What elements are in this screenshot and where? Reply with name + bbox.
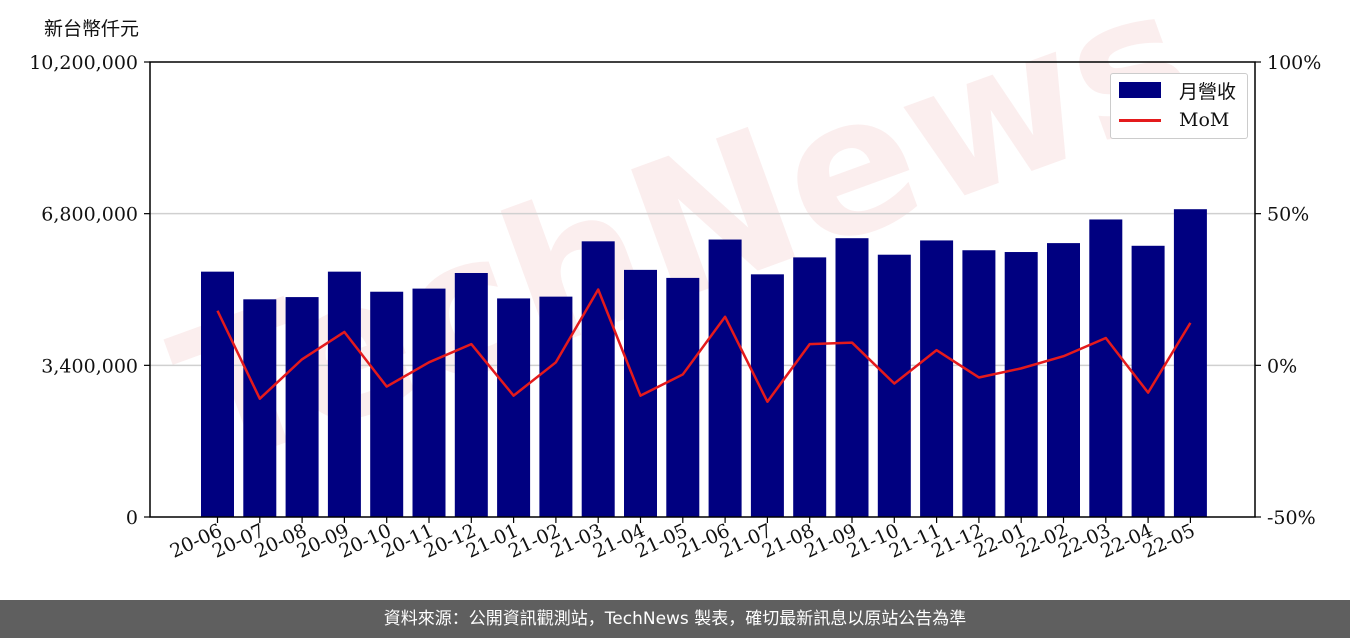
bar — [877, 254, 911, 518]
plot-frame — [149, 61, 1256, 518]
bar — [666, 277, 700, 517]
legend-label-mom: MoM — [1179, 109, 1230, 131]
source-footer: 資料來源：公開資訊觀測站，TechNews 製表，確切最新訊息以原站公告為準 — [0, 600, 1350, 638]
bar — [835, 238, 869, 517]
bar — [370, 291, 404, 517]
right-tick-label: 100% — [1267, 52, 1321, 74]
bar — [708, 239, 742, 517]
y-axis-unit-label: 新台幣仟元 — [44, 18, 140, 40]
bar — [1173, 209, 1207, 518]
left-tick-label: 0 — [126, 507, 138, 529]
bar — [1047, 243, 1080, 517]
bar — [920, 240, 954, 517]
right-tick-label: -50% — [1267, 507, 1316, 529]
bar — [327, 271, 361, 517]
legend-item-revenue: 月營收 — [1119, 77, 1236, 103]
bar — [454, 272, 488, 517]
bar — [1004, 252, 1038, 517]
legend-item-mom: MoM — [1119, 107, 1229, 133]
legend-label-revenue: 月營收 — [1179, 80, 1237, 103]
right-tick-label: 0% — [1267, 355, 1297, 377]
left-tick-label: 6,800,000 — [41, 204, 138, 226]
bar — [750, 274, 784, 517]
bar — [285, 297, 319, 517]
chart-canvas: TechNews03,400,0006,800,00010,200,000-50… — [29, 0, 1321, 563]
bar — [581, 241, 615, 517]
right-tick-label: 50% — [1267, 204, 1309, 226]
bar — [539, 296, 573, 517]
bar — [412, 288, 446, 517]
legend: 月營收 MoM — [1110, 73, 1248, 139]
mom-line — [216, 288, 1192, 403]
bar — [962, 250, 996, 517]
bar — [1089, 219, 1123, 517]
legend-swatch-line — [1119, 118, 1161, 122]
bar — [497, 298, 531, 517]
bar — [1131, 245, 1165, 518]
left-tick-label: 10,200,000 — [29, 52, 138, 74]
bar — [243, 299, 277, 517]
bar — [201, 271, 234, 517]
left-tick-label: 3,400,000 — [41, 355, 138, 377]
legend-swatch-bar — [1119, 82, 1161, 98]
bar — [793, 257, 827, 517]
